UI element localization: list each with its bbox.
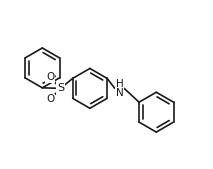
Text: H
N: H N bbox=[116, 79, 124, 98]
Text: O: O bbox=[46, 72, 54, 82]
Text: S: S bbox=[57, 83, 64, 93]
Text: O: O bbox=[46, 94, 54, 104]
